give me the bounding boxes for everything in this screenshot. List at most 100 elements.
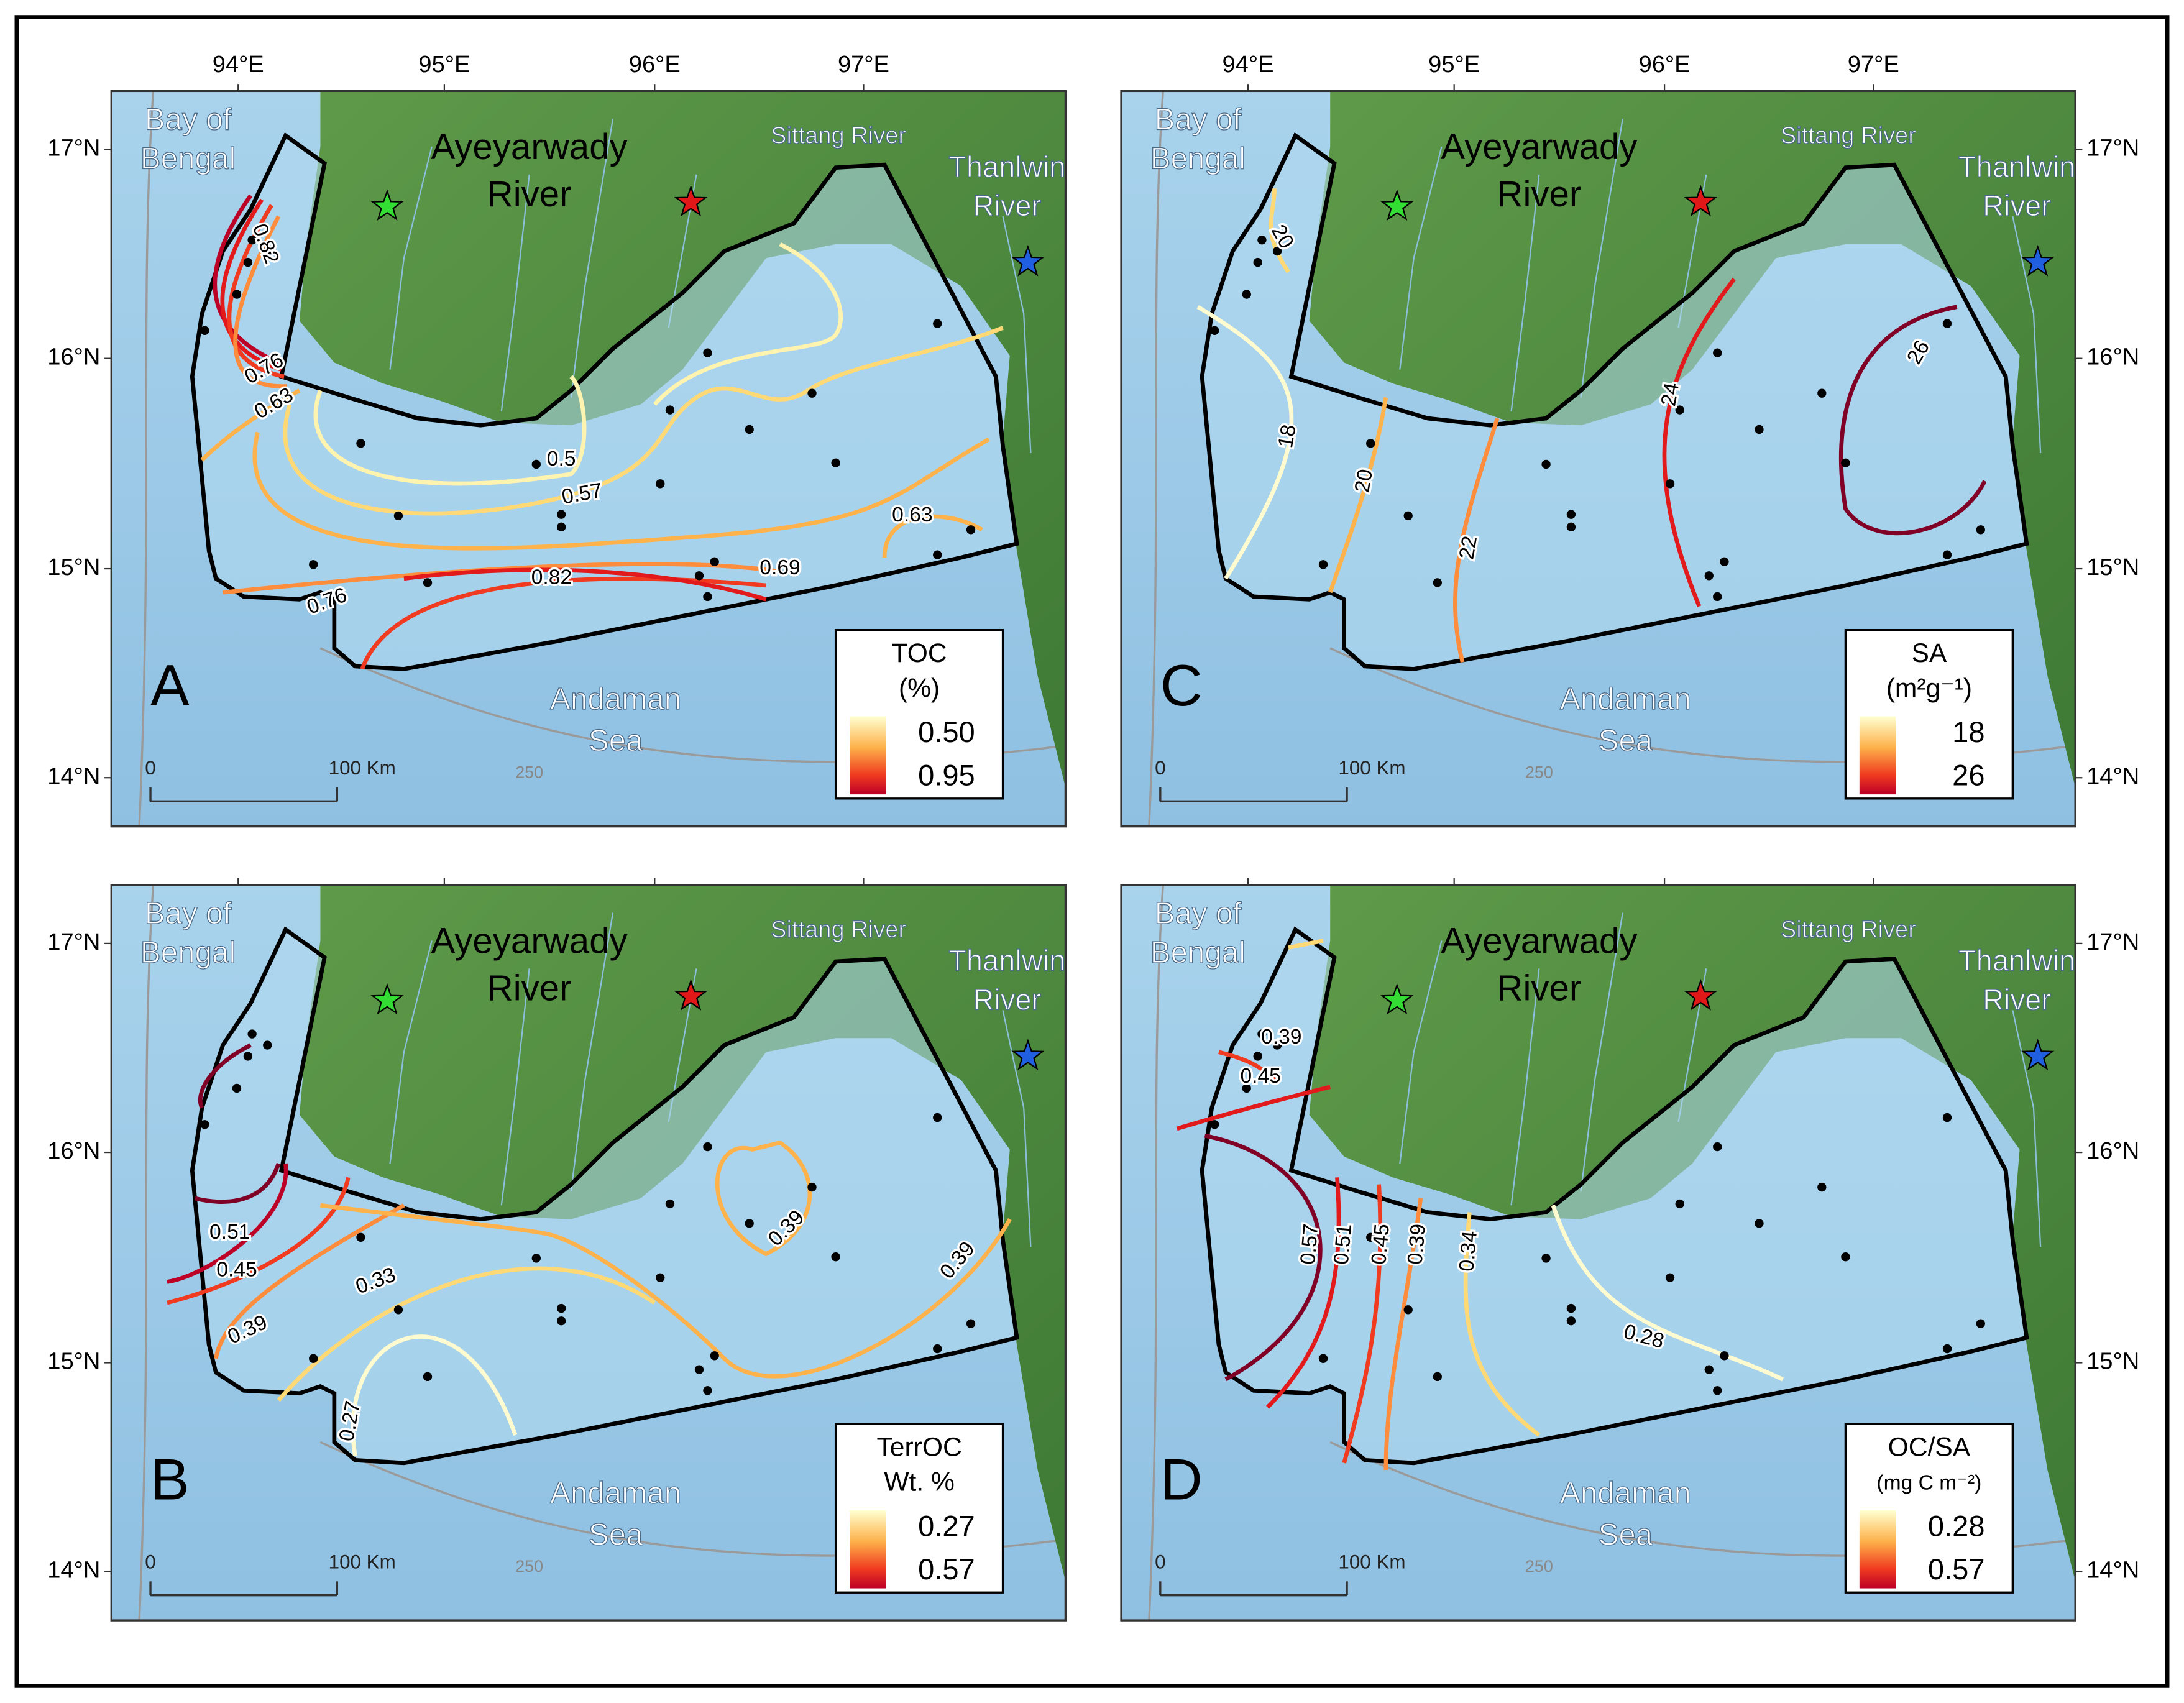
- legend-label: 0.28: [1928, 1510, 1985, 1543]
- place-label: Thanlwin: [1958, 944, 2075, 977]
- y-tick-label: 15°N: [2086, 554, 2139, 581]
- rivers: [389, 912, 1032, 1247]
- legend-title: (m²g⁻¹): [1886, 673, 1972, 703]
- panel-border: [1120, 884, 2076, 1622]
- contour: [277, 1266, 656, 1402]
- place-label: River: [1497, 174, 1581, 214]
- station: [1541, 1254, 1551, 1263]
- x-tick-label: 96°E: [1639, 52, 1691, 78]
- station: [665, 1199, 675, 1209]
- contour: [1838, 305, 1987, 536]
- station: [807, 388, 817, 398]
- map-body: 0.39 0.45 0.57 0.51 0.45 0.39 0.34 0.28 Bay of Be…: [1121, 884, 2076, 1621]
- station: [1713, 1142, 1722, 1152]
- contour: [320, 1203, 1012, 1379]
- rivers: [1399, 912, 2042, 1247]
- x-tick-label: 97°E: [1848, 52, 1899, 78]
- place-label: Sea: [1598, 723, 1653, 758]
- station: [1755, 1219, 1764, 1228]
- river-mouth-star: [1684, 979, 1718, 1011]
- station: [1433, 1372, 1442, 1382]
- station: [1566, 510, 1576, 519]
- x-tick-label: 95°E: [1428, 52, 1480, 78]
- station: [309, 1354, 318, 1363]
- panel-letter: A: [150, 653, 190, 718]
- place-label: River: [487, 968, 572, 1008]
- place-label: Andaman: [550, 682, 681, 716]
- station: [703, 348, 712, 357]
- legend-label: 0.57: [1928, 1553, 1985, 1586]
- contour: [715, 1140, 812, 1257]
- contour: [198, 1043, 252, 1109]
- map-panel: 0.39 0.45 0.57 0.51 0.45 0.39 0.34 0.28 Bay of Be…: [1120, 878, 2139, 1622]
- contour-label: 18: [1274, 423, 1301, 449]
- place-label: Sittang River: [771, 122, 906, 149]
- legend: SA (m²g⁻¹) 18 26: [1844, 628, 2014, 800]
- station: [1403, 511, 1413, 521]
- y-tick-label: 16°N: [47, 344, 100, 370]
- station: [656, 479, 665, 489]
- station: [423, 578, 433, 587]
- station: [1942, 1344, 1952, 1354]
- study-region: [190, 926, 1019, 1466]
- contour: [403, 567, 767, 602]
- place-label: Sea: [589, 1518, 643, 1552]
- station: [1257, 1029, 1267, 1039]
- station: [694, 1365, 704, 1374]
- legend-title: (%): [899, 673, 940, 703]
- contour: [1463, 1212, 1541, 1437]
- station: [831, 458, 840, 467]
- station: [1210, 326, 1219, 336]
- station: [745, 425, 754, 434]
- station: [200, 326, 209, 336]
- station: [356, 1232, 365, 1242]
- place-label: Thanlwin: [948, 944, 1065, 977]
- station: [665, 405, 675, 415]
- contour: [1662, 277, 1736, 607]
- station: [1713, 592, 1722, 602]
- legend-label: 0.57: [918, 1553, 975, 1586]
- station: [1242, 290, 1251, 299]
- contour: [1176, 1085, 1331, 1131]
- scale-label: 100 Km: [329, 1551, 396, 1572]
- river-mouth-star: [674, 979, 708, 1011]
- y-tick-label: 16°N: [2086, 1138, 2139, 1164]
- contour: [1328, 397, 1388, 594]
- place-label: Andaman: [550, 1476, 681, 1510]
- contour: [1342, 1184, 1383, 1464]
- land: [1309, 884, 2076, 1582]
- x-tick-label: 94°E: [1223, 52, 1274, 78]
- station: [531, 459, 541, 469]
- place-label: River: [1497, 968, 1581, 1008]
- scale-label: 0: [145, 1551, 155, 1572]
- station: [1720, 557, 1729, 567]
- station: [966, 525, 976, 535]
- station: [1253, 1052, 1262, 1061]
- station: [933, 550, 942, 559]
- rivers: [1399, 119, 2042, 454]
- contour-label: 20: [1351, 467, 1377, 494]
- contour: [1204, 1133, 1323, 1382]
- isobath-label: 250: [1525, 763, 1553, 782]
- y-tick-label: 14°N: [2086, 1558, 2139, 1584]
- contour-label: 0.45: [1240, 1065, 1280, 1088]
- contour-label: 22: [1455, 535, 1482, 561]
- place-label: Thanlwin: [1958, 150, 2075, 183]
- frame: [14, 15, 2170, 1688]
- land: [299, 91, 1066, 787]
- station: [1942, 319, 1952, 328]
- station: [1566, 1303, 1576, 1313]
- scale-label: 100 Km: [1338, 1551, 1405, 1572]
- contour: [213, 194, 280, 365]
- legend: TerrOC Wt. % 0.27 0.57: [834, 1423, 1004, 1594]
- contour-label: 0.63: [892, 503, 932, 526]
- station: [1675, 405, 1684, 415]
- contour-label: 0.5: [547, 448, 576, 471]
- place-label: Sittang River: [1781, 917, 1916, 943]
- station: [1253, 257, 1262, 267]
- contour: [1453, 418, 1500, 663]
- place-label: Bengal: [140, 935, 236, 970]
- contour-label: 0.39: [1404, 1223, 1431, 1265]
- station: [1433, 578, 1442, 587]
